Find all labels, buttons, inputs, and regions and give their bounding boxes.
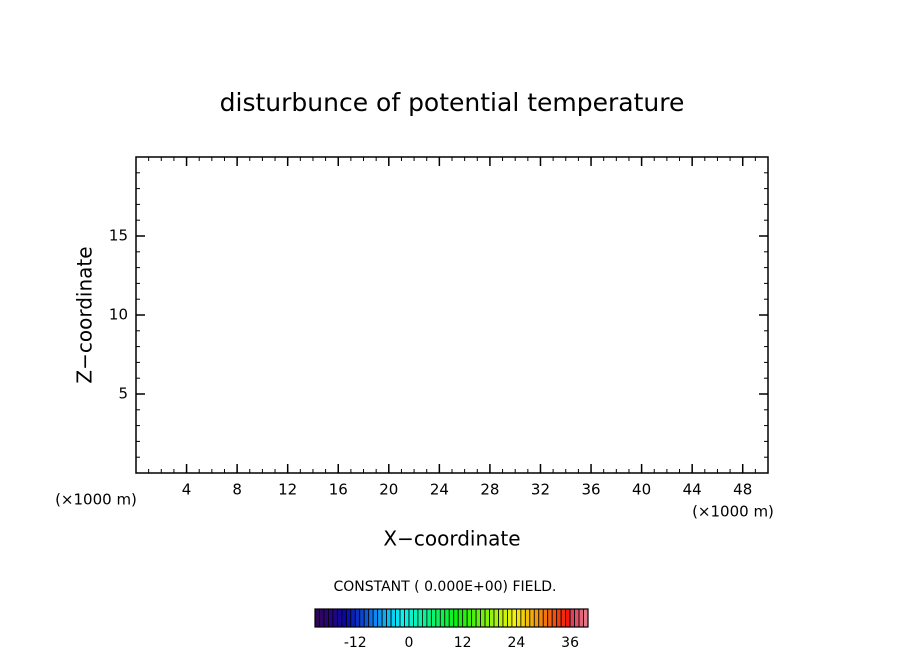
x-tick-label: 44 [683,481,702,499]
colorbar-cell [480,608,486,628]
x-tick-label: 20 [379,481,398,499]
colorbar-cell [408,608,414,628]
colorbar-cell [426,608,432,628]
colorbar-cell [399,608,405,628]
colorbar-cell [350,608,356,628]
colorbar-cell [341,608,347,628]
colorbar-cell [395,608,401,628]
colorbar-cell [381,608,388,628]
colorbar-cell [493,608,499,628]
colorbar-cell [498,608,504,628]
colorbar-cell [489,608,495,628]
colorbar-cell [583,608,589,628]
colorbar-cell [457,608,464,628]
colorbar-cell [422,608,428,628]
colorbar-cell [475,608,481,628]
colorbar-tick-label: 36 [561,635,579,651]
colorbar-cell [390,608,396,628]
colorbar-frame [314,608,589,628]
x-tick-label: 28 [480,481,499,499]
colorbar-cell [345,608,352,628]
colorbar-cell [542,608,549,628]
colorbar-cell [462,608,468,628]
colorbar-cell [565,608,571,628]
colorbar-cell [354,608,361,628]
colorbar-cell [515,608,522,628]
colorbar-cell [529,608,535,628]
colorbar-cell [444,608,450,628]
colorbar-cell [323,608,329,628]
x-unit: (×1000 m) [692,503,774,521]
colorbar-cell [413,608,419,628]
colorbar-cell [430,608,437,628]
colorbar-cell [569,608,575,628]
colorbar-cell [377,608,383,628]
x-tick-label: 16 [329,481,348,499]
x-tick-label: 12 [278,481,297,499]
colorbar-cell [578,608,584,628]
colorbar-cell [372,608,379,628]
chart-title: disturbunce of potential temperature [220,88,685,117]
colorbar-cell [547,608,553,628]
y-unit: (×1000 m) [55,491,137,509]
colorbar-cell [533,608,540,628]
colorbar-cell [417,608,423,628]
y-tick-label: 5 [118,385,128,403]
colorbar-cell [538,608,544,628]
x-tick-label: 48 [733,481,752,499]
colorbar-cell [386,608,392,628]
colorbar-cell [520,608,526,628]
colorbar-cell [336,608,343,628]
y-tick-label: 10 [109,306,128,324]
colorbar-cell [368,608,374,628]
colorbar-cell [574,608,580,628]
colorbar-cell [435,608,441,628]
colorbar-cell [404,608,410,628]
x-tick-label: 24 [430,481,449,499]
colorbar-tick-label: 12 [454,635,472,651]
y-tick-label: 15 [109,227,128,245]
colorbar-cell [359,608,365,628]
colorbar-cell [502,608,508,628]
colorbar-cell [551,608,558,628]
x-tick-label: 4 [182,481,192,499]
colorbar-cell [453,608,459,628]
colorbar-tick-label: 0 [405,635,414,651]
colorbar-cell [524,608,531,628]
x-tick-label: 32 [531,481,550,499]
colorbar-cell [363,608,370,628]
colorbar-cell [448,608,455,628]
colorbar-cell [484,608,490,628]
colorbar-cell [556,608,562,628]
colorbar-tick-label: 24 [507,635,525,651]
colorbar-cell [319,608,325,628]
x-tick-label: 36 [581,481,600,499]
colorbar-cell [439,608,446,628]
colorbar-cell [471,608,477,628]
colorbar-cell [332,608,338,628]
x-tick-label: 8 [232,481,242,499]
field-note: CONSTANT ( 0.000E+00) FIELD. [333,579,556,595]
colorbar-tick-label: -12 [344,635,367,651]
colorbar-cell [560,608,567,628]
colorbar-cell [507,608,513,628]
y-axis-label: Z−coordinate [73,246,97,383]
x-axis-label: X−coordinate [383,527,520,551]
colorbar-cell [466,608,473,628]
colorbar-cell [328,608,334,628]
plot-frame [135,156,769,474]
colorbar-cell [314,608,320,628]
x-tick-label: 40 [632,481,651,499]
colorbar-cell [511,608,517,628]
